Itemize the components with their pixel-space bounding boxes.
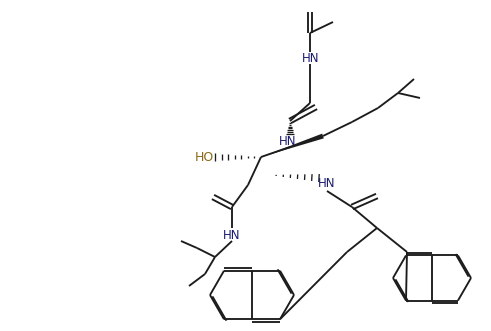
Text: HN: HN	[302, 52, 320, 65]
Text: HO: HO	[194, 151, 214, 164]
Polygon shape	[261, 134, 324, 157]
Text: HN: HN	[279, 134, 297, 148]
Text: HN: HN	[223, 228, 241, 242]
Text: HN: HN	[318, 176, 336, 190]
